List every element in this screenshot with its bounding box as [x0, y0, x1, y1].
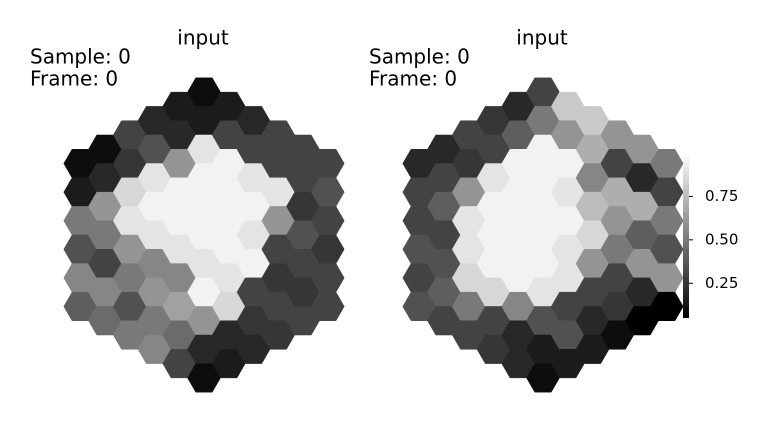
hex-cell	[310, 291, 345, 321]
annotation: Sample: 0	[30, 45, 131, 69]
annotation: Frame: 0	[369, 67, 457, 91]
colorbar	[683, 153, 689, 318]
hex-cell	[649, 291, 684, 321]
panel-title: input	[516, 26, 568, 50]
colorbar-tick-label: 0.75	[705, 187, 738, 205]
colorbar-tick-label: 0.50	[705, 230, 738, 248]
annotation: Sample: 0	[369, 45, 470, 69]
annotation: Frame: 0	[30, 67, 118, 91]
colorbar-tick-label: 0.25	[705, 274, 738, 292]
panel-title: input	[177, 26, 229, 50]
